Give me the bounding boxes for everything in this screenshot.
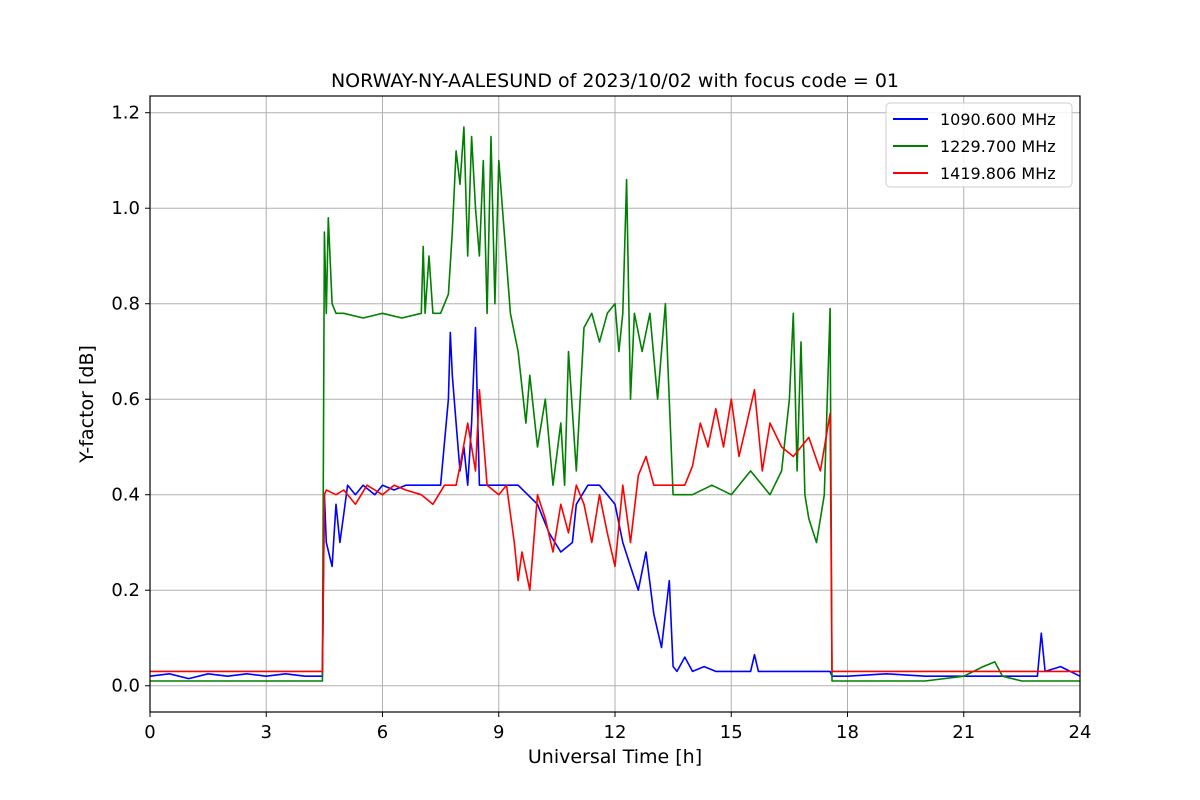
- x-tick-label: 3: [261, 722, 272, 743]
- x-tick-label: 24: [1069, 722, 1092, 743]
- x-axis-label: Universal Time [h]: [528, 746, 702, 768]
- y-tick-label: 0.8: [111, 294, 140, 315]
- grid: [149, 96, 1081, 712]
- legend-entry-2: 1229.700 MHz: [940, 137, 1056, 156]
- x-tick-label: 15: [720, 722, 743, 743]
- series-layer: [149, 126, 1081, 682]
- x-tick-label: 21: [952, 722, 975, 743]
- legend-entry-1: 1090.600 MHz: [940, 110, 1056, 129]
- y-tick-label: 0.2: [111, 580, 140, 601]
- y-tick-label: 0.6: [111, 389, 140, 410]
- legend-box: [885, 102, 1073, 188]
- series-line-3: [150, 388, 1080, 673]
- x-tick-label: 0: [144, 722, 155, 743]
- y-tick-label: 0.0: [111, 676, 140, 697]
- legend: 1090.600 MHz 1229.700 MHz 1419.806 MHz: [885, 102, 1073, 188]
- y-tick-label: 1.2: [111, 103, 140, 124]
- y-tick-label: 0.4: [111, 485, 140, 506]
- x-tick-label: 9: [493, 722, 504, 743]
- legend-entry-3: 1419.806 MHz: [940, 164, 1056, 183]
- y-tick-label: 1.0: [111, 198, 140, 219]
- ticks: 0 3 6 9 12 15 18 21 24 0.0 0.2 0.4 0.6 0.8 1.0 1.2: [111, 103, 1091, 743]
- x-tick-label: 12: [604, 722, 627, 743]
- x-tick-label: 18: [836, 722, 859, 743]
- y-axis-label: Y-factor [dB]: [76, 345, 98, 464]
- chart-title: NORWAY-NY-AALESUND of 2023/10/02 with fo…: [331, 70, 899, 92]
- series-line-2: [150, 126, 1080, 682]
- x-tick-label: 6: [377, 722, 388, 743]
